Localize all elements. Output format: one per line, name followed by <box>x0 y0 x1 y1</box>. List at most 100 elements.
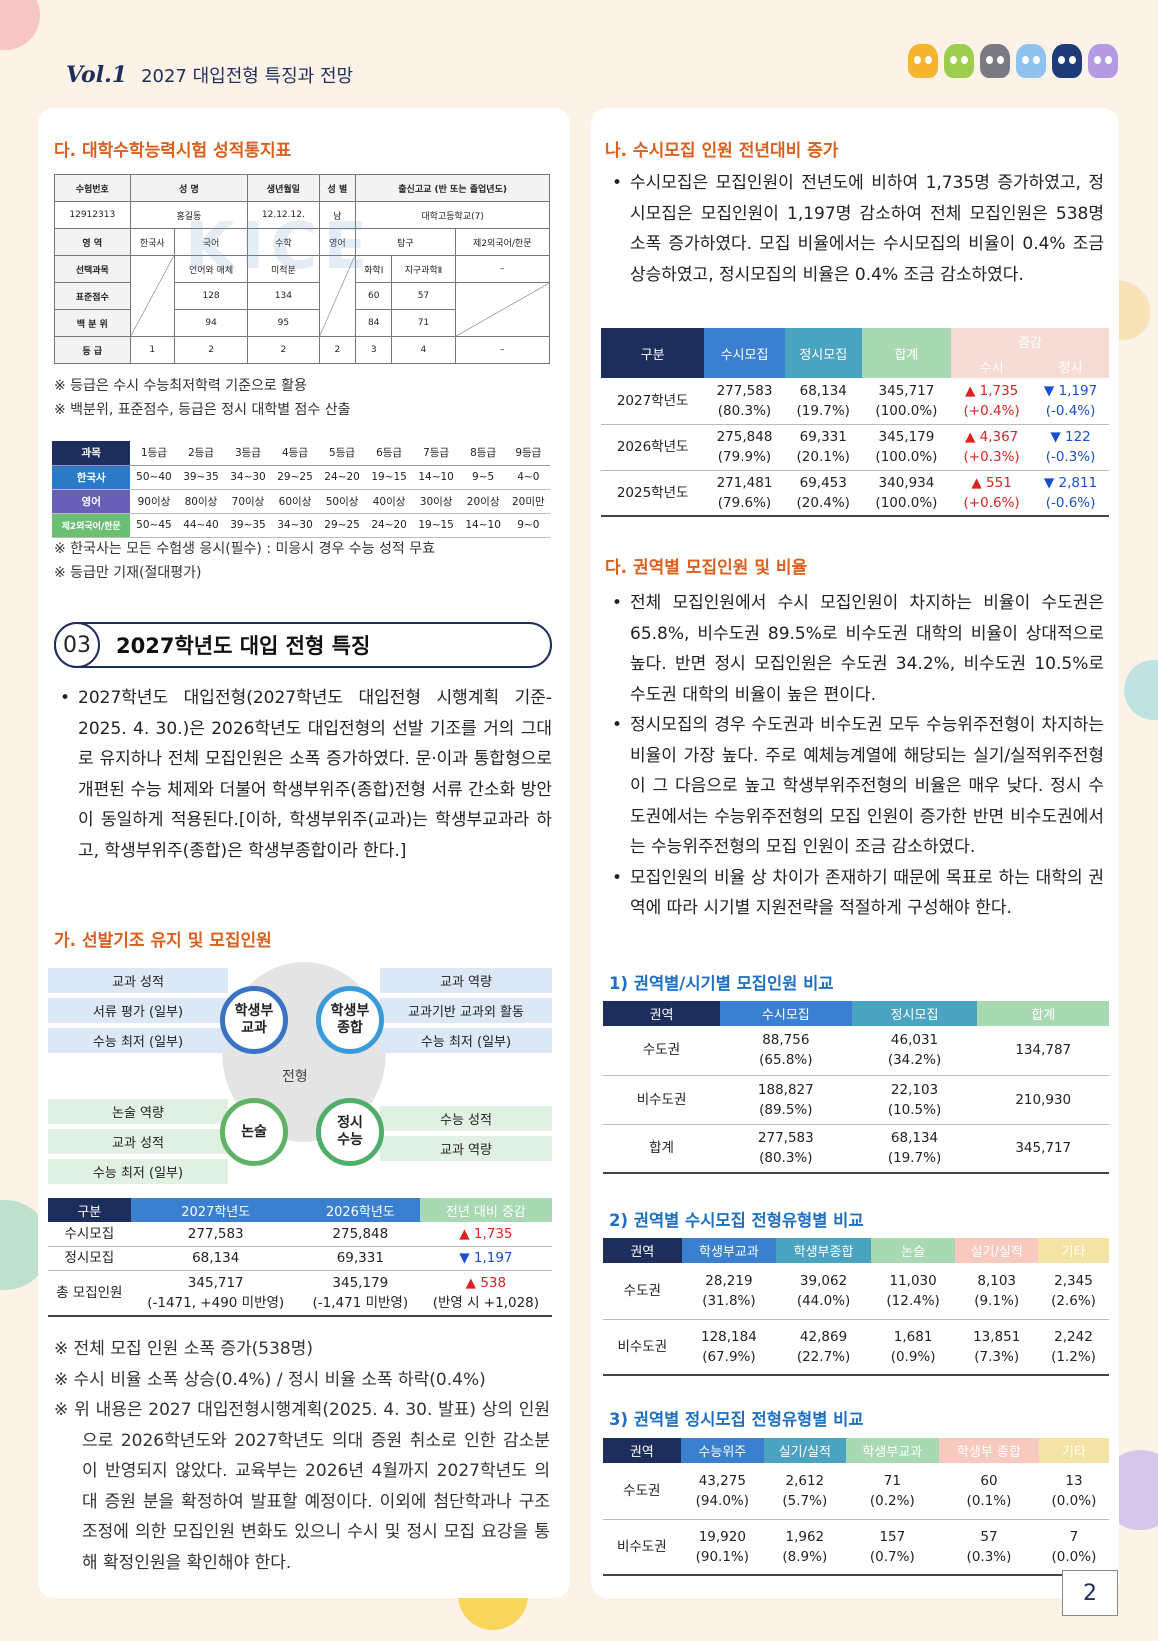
col-header: 기타 <box>1038 1238 1109 1263</box>
cell: 3 <box>355 336 393 364</box>
volume-label: Vol.1 <box>66 62 128 88</box>
diagram-label: 교과 역량 <box>380 968 552 993</box>
row-label: 한국사 <box>52 465 131 490</box>
row-label: 비수도권 <box>636 1091 687 1108</box>
cell: 68,134 (19.7%) <box>852 1124 978 1173</box>
table-row: 수도권 88,756 (65.8%) 46,031 (34.2%) 134,787 <box>603 1026 1109 1075</box>
col-header: 합계 <box>861 328 952 378</box>
cell: 345,717 (-1471, +490 미반영) <box>131 1270 301 1316</box>
col-header: 2등급 <box>177 441 225 466</box>
header-row: 권역 수능위주 실기/실적 학생부교과 학생부 종합 기타 <box>603 1438 1109 1463</box>
col-header: 정시모집 <box>851 1001 978 1026</box>
cell: 24~20 <box>365 513 413 538</box>
cell: 2,612 (5.7%) <box>764 1463 846 1519</box>
cell: 표준점수 <box>54 282 131 310</box>
value: (1.2%) <box>1051 1348 1096 1365</box>
cell: 60 (0.1%) <box>939 1463 1039 1519</box>
row-label: 수도권 <box>623 1482 661 1499</box>
value: (90.1%) <box>695 1548 750 1565</box>
diagram-label: 논술 역량 <box>48 1099 228 1124</box>
value: 22,103 <box>890 1081 939 1098</box>
value: (8.9%) <box>782 1548 828 1565</box>
cell: 340,934 (100.0%) <box>862 470 951 516</box>
value: (100.0%) <box>875 402 938 419</box>
row-label: 합계 <box>649 1140 674 1157</box>
page-number: 2 <box>1062 1570 1118 1616</box>
cell: 11,030 (12.4%) <box>871 1263 956 1319</box>
note-line: ※ 등급은 수시 수능최저학력 기준으로 활용 <box>54 378 307 394</box>
value: (79.6%) <box>717 494 772 511</box>
cell: 한국사 <box>129 228 175 256</box>
value: 275,848 <box>716 429 773 445</box>
value: 39,062 <box>799 1272 848 1289</box>
cell: 277,583 <box>187 1225 244 1242</box>
cell: 271,481 (79.6%) <box>704 470 784 516</box>
diagram-node-jonghap: 학생부 종합 <box>316 986 384 1054</box>
value: (44.0%) <box>796 1292 851 1309</box>
note-line: ※ 전체 모집 인원 소폭 증가(538명) <box>54 1339 314 1359</box>
table-row: 비수도권 128,184 (67.9%) 42,869 (22.7%) 1,681 (0.9… <box>603 1319 1109 1375</box>
value: (0.0%) <box>1051 1548 1097 1565</box>
col-header: 권역 <box>603 1438 681 1463</box>
cell: 34~30 <box>271 513 319 538</box>
section-title-03: 03 2027학년도 대입 전형 특징 <box>54 622 552 668</box>
cell: 성 명 <box>129 174 249 202</box>
cell: 345,179 (100.0%) <box>862 424 951 470</box>
value: (19.7%) <box>796 402 850 419</box>
bullet-item: 전체 모집인원에서 수시 모집인원이 차지하는 비율이 수도권은 65.8%, … <box>612 588 1104 710</box>
col-header: 2027학년도 <box>130 1198 301 1222</box>
bullet-item: 모집인원의 비율 상 차이가 존재하기 때문에 목표로 하는 대학의 권역에 따… <box>612 863 1104 924</box>
col-header: 정시 <box>1032 354 1109 378</box>
value: (65.8%) <box>759 1052 813 1069</box>
cell: ▲ 1,735 <box>459 1225 513 1242</box>
col-header: 수시모집 <box>704 328 785 378</box>
cell: 대학고등학교(7) <box>355 201 550 229</box>
value: 13 <box>1065 1472 1083 1489</box>
cell: 2 <box>247 336 320 364</box>
col-header: 2026학년도 <box>300 1198 420 1222</box>
deco-circle <box>0 0 40 50</box>
bullet-item: 정시모집의 경우 수도권과 비수도권 모두 수능위주전형이 차지하는 비율이 가… <box>612 710 1104 863</box>
col-header: 학생부 종합 <box>939 1438 1039 1463</box>
cell: 188,827 (89.5%) <box>720 1075 852 1124</box>
value: 345,717 <box>878 382 935 399</box>
cell: 275,848 (79.9%) <box>704 424 784 470</box>
col-header: 학생부교과 <box>681 1238 777 1263</box>
row-label: 비수도권 <box>617 1338 668 1355</box>
value: 157 <box>879 1528 906 1545</box>
cell: 2 <box>318 336 357 364</box>
section-number: 03 <box>54 622 100 668</box>
cell: 지구과학Ⅱ <box>391 255 456 283</box>
cell: 9~5 <box>459 465 507 490</box>
value: 71 <box>883 1472 901 1489</box>
diagram-node-jeongsi: 정시 수능 <box>316 1098 384 1166</box>
cell: 57 <box>391 282 456 310</box>
cell: 345,717 (100.0%) <box>862 378 951 424</box>
col-header: 증감 <box>951 328 1109 354</box>
col-header: 1등급 <box>130 441 178 466</box>
value: (67.9%) <box>702 1348 756 1365</box>
mascot-row <box>908 44 1118 78</box>
value: (19.7%) <box>887 1150 942 1167</box>
value: 69,331 <box>799 429 847 445</box>
col-header: 구분 <box>48 1198 131 1222</box>
cell: 50~40 <box>130 465 178 490</box>
value: ▼ 122 <box>1050 429 1091 445</box>
cell: 69,331 (20.1%) <box>785 424 862 470</box>
cell: 2,345 (2.6%) <box>1038 1263 1109 1319</box>
value: (22.7%) <box>796 1348 851 1365</box>
col-header: 5등급 <box>318 441 366 466</box>
year-compare-table: 구분 2027학년도 2026학년도 전년 대비 증감 수시모집 277,583… <box>48 1198 552 1317</box>
cell: 1 <box>129 336 175 364</box>
value: (+0.4%) <box>963 402 1020 419</box>
value: 277,583 <box>716 382 773 399</box>
cell: 29~25 <box>318 513 366 538</box>
col-header: 수시 <box>951 354 1033 378</box>
section-heading: 다. 대학수학능력시험 성적통지표 <box>54 141 292 161</box>
row-label: 2026학년도 <box>616 439 689 455</box>
value: (-0.3%) <box>1045 449 1096 465</box>
value: (+0.6%) <box>963 494 1020 511</box>
value: 28,219 <box>705 1272 753 1289</box>
cell: ▲ 551 (+0.6%) <box>951 470 1032 516</box>
mascot-icon <box>980 44 1010 78</box>
